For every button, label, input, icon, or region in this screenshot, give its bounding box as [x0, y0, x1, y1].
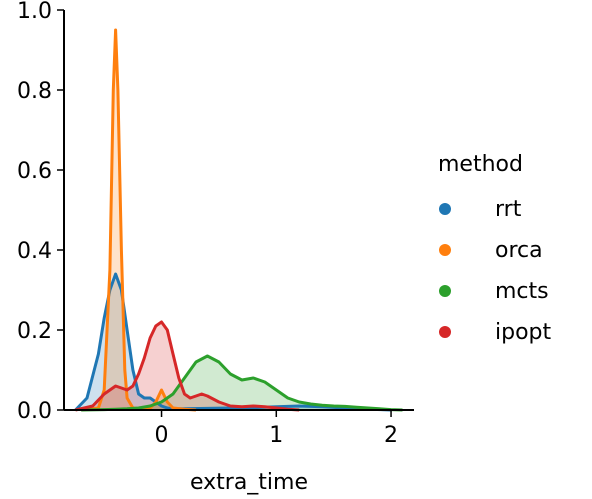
legend-marker-orca [439, 244, 451, 256]
legend-marker-rrt [439, 203, 451, 215]
y-axis-ticks: 0.0 0.2 0.4 0.6 0.8 1.0 [17, 0, 64, 424]
legend-label-orca: orca [495, 238, 543, 263]
y-tick-label: 0.2 [17, 319, 52, 344]
legend-title: method [438, 152, 523, 177]
x-axis-ticks: 0 1 2 [155, 410, 398, 448]
y-tick-label: 1.0 [17, 0, 52, 24]
legend-marker-mcts [439, 285, 451, 297]
series-fill-mcts [81, 356, 403, 410]
legend-label-rrt: rrt [495, 197, 522, 222]
series-fill-rrt [75, 274, 391, 410]
legend-label-mcts: mcts [495, 279, 549, 304]
series-line-ipopt [75, 320, 300, 412]
x-tick-label: 0 [155, 423, 169, 448]
y-tick-label: 0.6 [17, 159, 52, 184]
y-tick-label: 0.4 [17, 239, 52, 264]
x-tick-label: 1 [269, 423, 283, 448]
series-line-mcts [81, 354, 403, 412]
series-fill-orca [81, 30, 196, 410]
series-line-orca [81, 28, 197, 412]
y-tick-label: 0.8 [17, 79, 52, 104]
y-tick-label: 0.0 [17, 399, 52, 424]
legend: method rrt orca mcts ipopt [438, 152, 552, 345]
legend-marker-ipopt [439, 326, 451, 338]
x-axis-label: extra_time [190, 470, 308, 495]
density-lines [74, 28, 403, 412]
x-tick-label: 2 [384, 423, 398, 448]
legend-label-ipopt: ipopt [495, 320, 552, 345]
